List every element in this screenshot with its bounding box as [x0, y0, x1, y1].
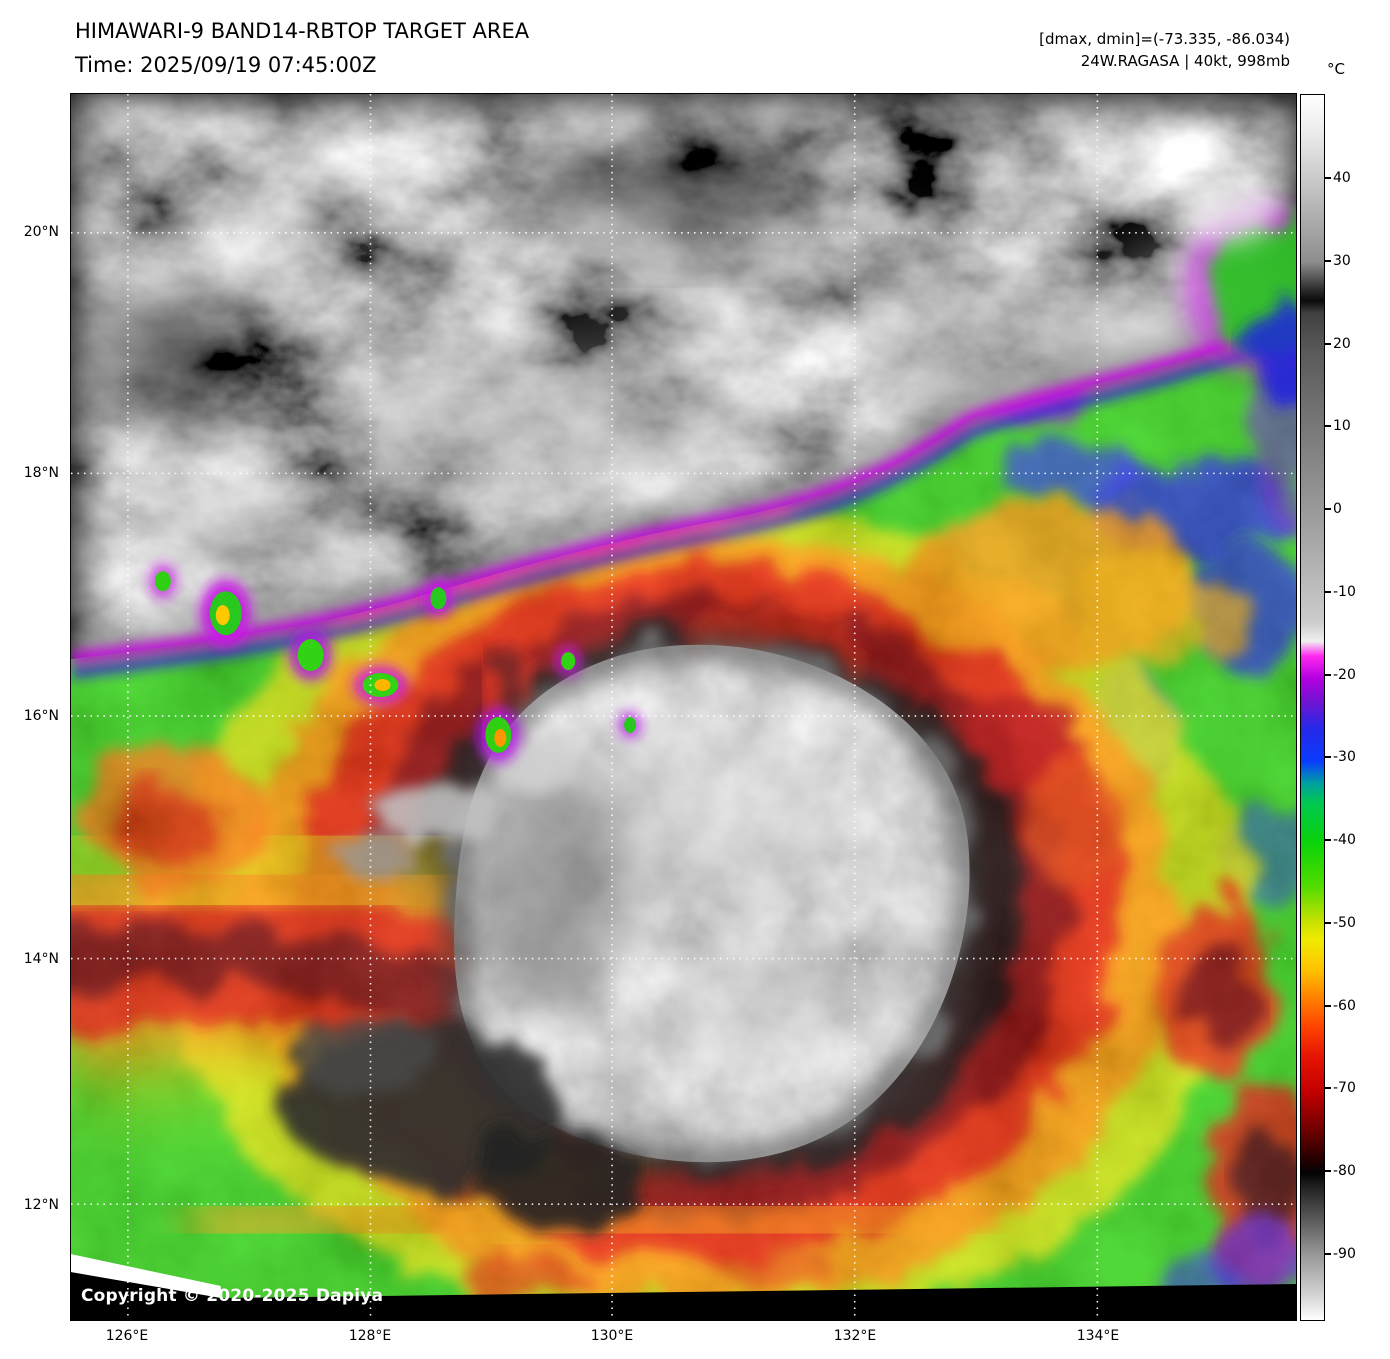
- lon-label: 130°E: [590, 1328, 634, 1344]
- colorbar: [1300, 94, 1325, 1321]
- colorbar-tick-label: 10: [1333, 418, 1351, 435]
- dmax-dmin-readout: [dmax, dmin]=(-73.335, -86.034): [1039, 30, 1290, 48]
- colorbar-tick-label: -70: [1333, 1080, 1356, 1097]
- colorbar-tick-mark: [1325, 590, 1331, 593]
- product-title: HIMAWARI-9 BAND14-RBTOP TARGET AREA: [75, 19, 530, 43]
- colorbar-tick-mark: [1325, 839, 1331, 842]
- header-right: [dmax, dmin]=(-73.335, -86.034) 24W.RAGA…: [1039, 28, 1290, 72]
- colorbar-tick-mark: [1325, 177, 1331, 179]
- lon-label: 134°E: [1076, 1328, 1120, 1344]
- colorbar-tick-mark: [1325, 259, 1331, 262]
- colorbar-tick-label: 0: [1333, 501, 1342, 518]
- colorbar-tick-mark: [1325, 1253, 1331, 1255]
- colorbar-tick-label: -60: [1333, 997, 1356, 1014]
- colorbar-tick-label: -20: [1333, 666, 1356, 683]
- colorbar-tick-label: -40: [1333, 832, 1356, 849]
- scattered-cold-cells: [148, 563, 643, 763]
- southwest-gray-clouds: [280, 1012, 636, 1228]
- lon-label: 132°E: [833, 1328, 877, 1344]
- satellite-image: [71, 94, 1296, 1320]
- colorbar-tick-label: -80: [1333, 1163, 1356, 1180]
- colorbar-tick-label: 40: [1333, 170, 1351, 186]
- colorbar-tick-mark: [1325, 1087, 1331, 1090]
- lat-label: 14°N: [23, 951, 59, 967]
- colorbar-tick-label: -90: [1333, 1246, 1356, 1262]
- small-gray-clouds: [330, 734, 596, 877]
- header-left: HIMAWARI-9 BAND14-RBTOP TARGET AREA Time…: [75, 14, 529, 82]
- colorbar-tick-label: 30: [1333, 252, 1351, 269]
- lat-label: 20°N: [23, 224, 59, 240]
- colorbar-tick-label: 20: [1333, 335, 1351, 352]
- colorbar-tick-label: -50: [1333, 914, 1356, 931]
- product-time: Time: 2025/09/19 07:45:00Z: [75, 53, 377, 77]
- colorbar-tick-mark: [1325, 921, 1331, 924]
- colorbar-tick-mark: [1325, 508, 1331, 511]
- colorbar-tick-mark: [1325, 1170, 1331, 1173]
- swath-edge-white: [71, 1254, 221, 1299]
- latitude-axis-labels: 20°N 18°N 16°N 14°N 12°N: [0, 93, 64, 1321]
- colorbar-tick-mark: [1325, 425, 1331, 428]
- storm-info: 24W.RAGASA | 40kt, 998mb: [1080, 52, 1290, 70]
- colorbar-tick-labels: 40 30 20 10 0 -10 -20 -30 -40 -50 -60 -70 -80 -90: [1325, 94, 1388, 1321]
- lat-label: 12°N: [23, 1197, 59, 1213]
- colorbar-tick-mark: [1325, 342, 1331, 345]
- lon-label: 126°E: [105, 1328, 149, 1344]
- colorbar-tick-label: -10: [1333, 583, 1356, 600]
- colorbar-unit-label: °C: [1327, 60, 1345, 78]
- longitude-axis-labels: 126°E 128°E 130°E 132°E 134°E: [70, 1328, 1297, 1354]
- lat-label: 16°N: [23, 708, 59, 724]
- colorbar-tick-label: -30: [1333, 749, 1356, 766]
- copyright-notice: Copyright © 2020-2025 Dapiya: [81, 1286, 384, 1306]
- swath-edge-black: [71, 1272, 1296, 1320]
- colorbar-tick-mark: [1325, 673, 1331, 676]
- top-right-cold-patch: [1184, 183, 1296, 409]
- lat-label: 18°N: [23, 465, 59, 481]
- colorbar-tick-mark: [1325, 756, 1331, 759]
- satellite-map: Copyright © 2020-2025 Dapiya: [70, 93, 1297, 1321]
- lon-label: 128°E: [348, 1328, 392, 1344]
- colorbar-tick-mark: [1325, 1004, 1331, 1007]
